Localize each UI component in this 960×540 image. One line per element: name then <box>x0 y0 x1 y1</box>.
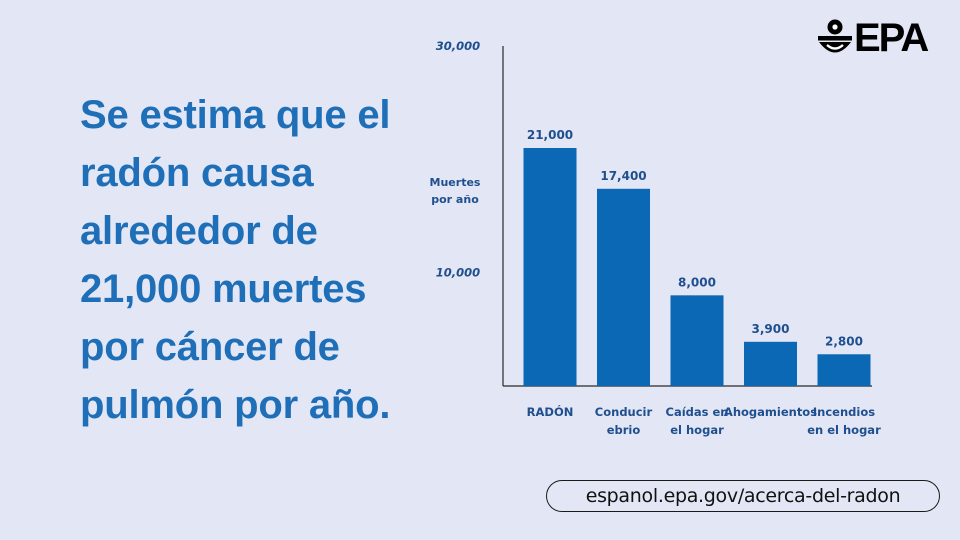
x-tick-label: Ahogamientos <box>724 405 817 419</box>
x-tick-label: RADÓN <box>527 404 574 419</box>
bar-value-label: 8,000 <box>678 275 716 289</box>
bar <box>817 354 871 386</box>
y-axis-label: Muertes <box>430 176 481 189</box>
y-tick-label: 30,000 <box>436 39 480 53</box>
bar <box>523 148 577 386</box>
logo-text: EPA <box>854 16 929 60</box>
x-tick-label: ebrio <box>607 423 641 437</box>
x-tick-label: Incendios <box>813 405 875 419</box>
website-link[interactable]: espanol.epa.gov/acerca-del-radon <box>546 480 940 512</box>
x-tick-label: en el hogar <box>807 423 881 437</box>
epa-flower-icon <box>818 19 852 53</box>
bar-value-label: 21,000 <box>527 128 573 142</box>
headline: Se estima que el radón causa alrededor d… <box>80 93 391 427</box>
bar-value-label: 2,800 <box>825 334 863 348</box>
epa-logo[interactable]: EPA <box>818 16 944 60</box>
bar-value-label: 3,900 <box>752 322 790 336</box>
bar <box>597 188 650 386</box>
bar-value-label: 17,400 <box>600 169 646 183</box>
bar <box>744 341 797 386</box>
x-tick-label: Caídas en <box>666 405 729 419</box>
x-tick-label: Conducir <box>595 405 653 419</box>
y-axis-label: por año <box>431 193 479 206</box>
y-tick-label: 10,000 <box>436 266 480 280</box>
x-tick-label: el hogar <box>670 423 724 437</box>
bar <box>670 295 724 386</box>
